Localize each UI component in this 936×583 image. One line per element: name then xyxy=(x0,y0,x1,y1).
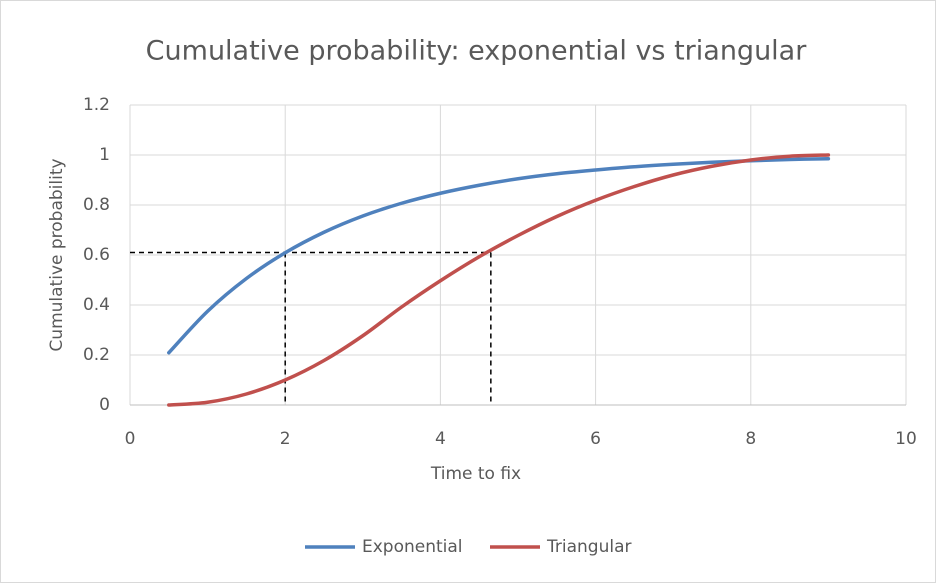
chart-title: Cumulative probability: exponential vs t… xyxy=(146,36,808,67)
y-tick-label: 1 xyxy=(99,145,110,165)
x-tick-label: 4 xyxy=(435,429,446,449)
x-tick-label: 2 xyxy=(280,429,291,449)
x-tick-label: 10 xyxy=(895,429,917,449)
y-tick-label: 1.2 xyxy=(83,95,110,115)
y-tick-label: 0.2 xyxy=(83,345,110,365)
y-tick-label: 0.8 xyxy=(83,195,110,215)
y-tick-label: 0 xyxy=(99,395,110,415)
y-axis-label: Cumulative probability xyxy=(47,158,67,351)
x-tick-label: 6 xyxy=(590,429,601,449)
y-tick-label: 0.6 xyxy=(83,245,110,265)
x-tick-label: 8 xyxy=(745,429,756,449)
series-line xyxy=(167,157,831,355)
legend-label: Triangular xyxy=(546,537,632,557)
x-axis-label: Time to fix xyxy=(430,464,521,484)
y-tick-label: 0.4 xyxy=(83,295,110,315)
legend-label: Exponential xyxy=(362,537,463,557)
series-line xyxy=(167,153,831,407)
x-tick-label: 0 xyxy=(125,429,136,449)
